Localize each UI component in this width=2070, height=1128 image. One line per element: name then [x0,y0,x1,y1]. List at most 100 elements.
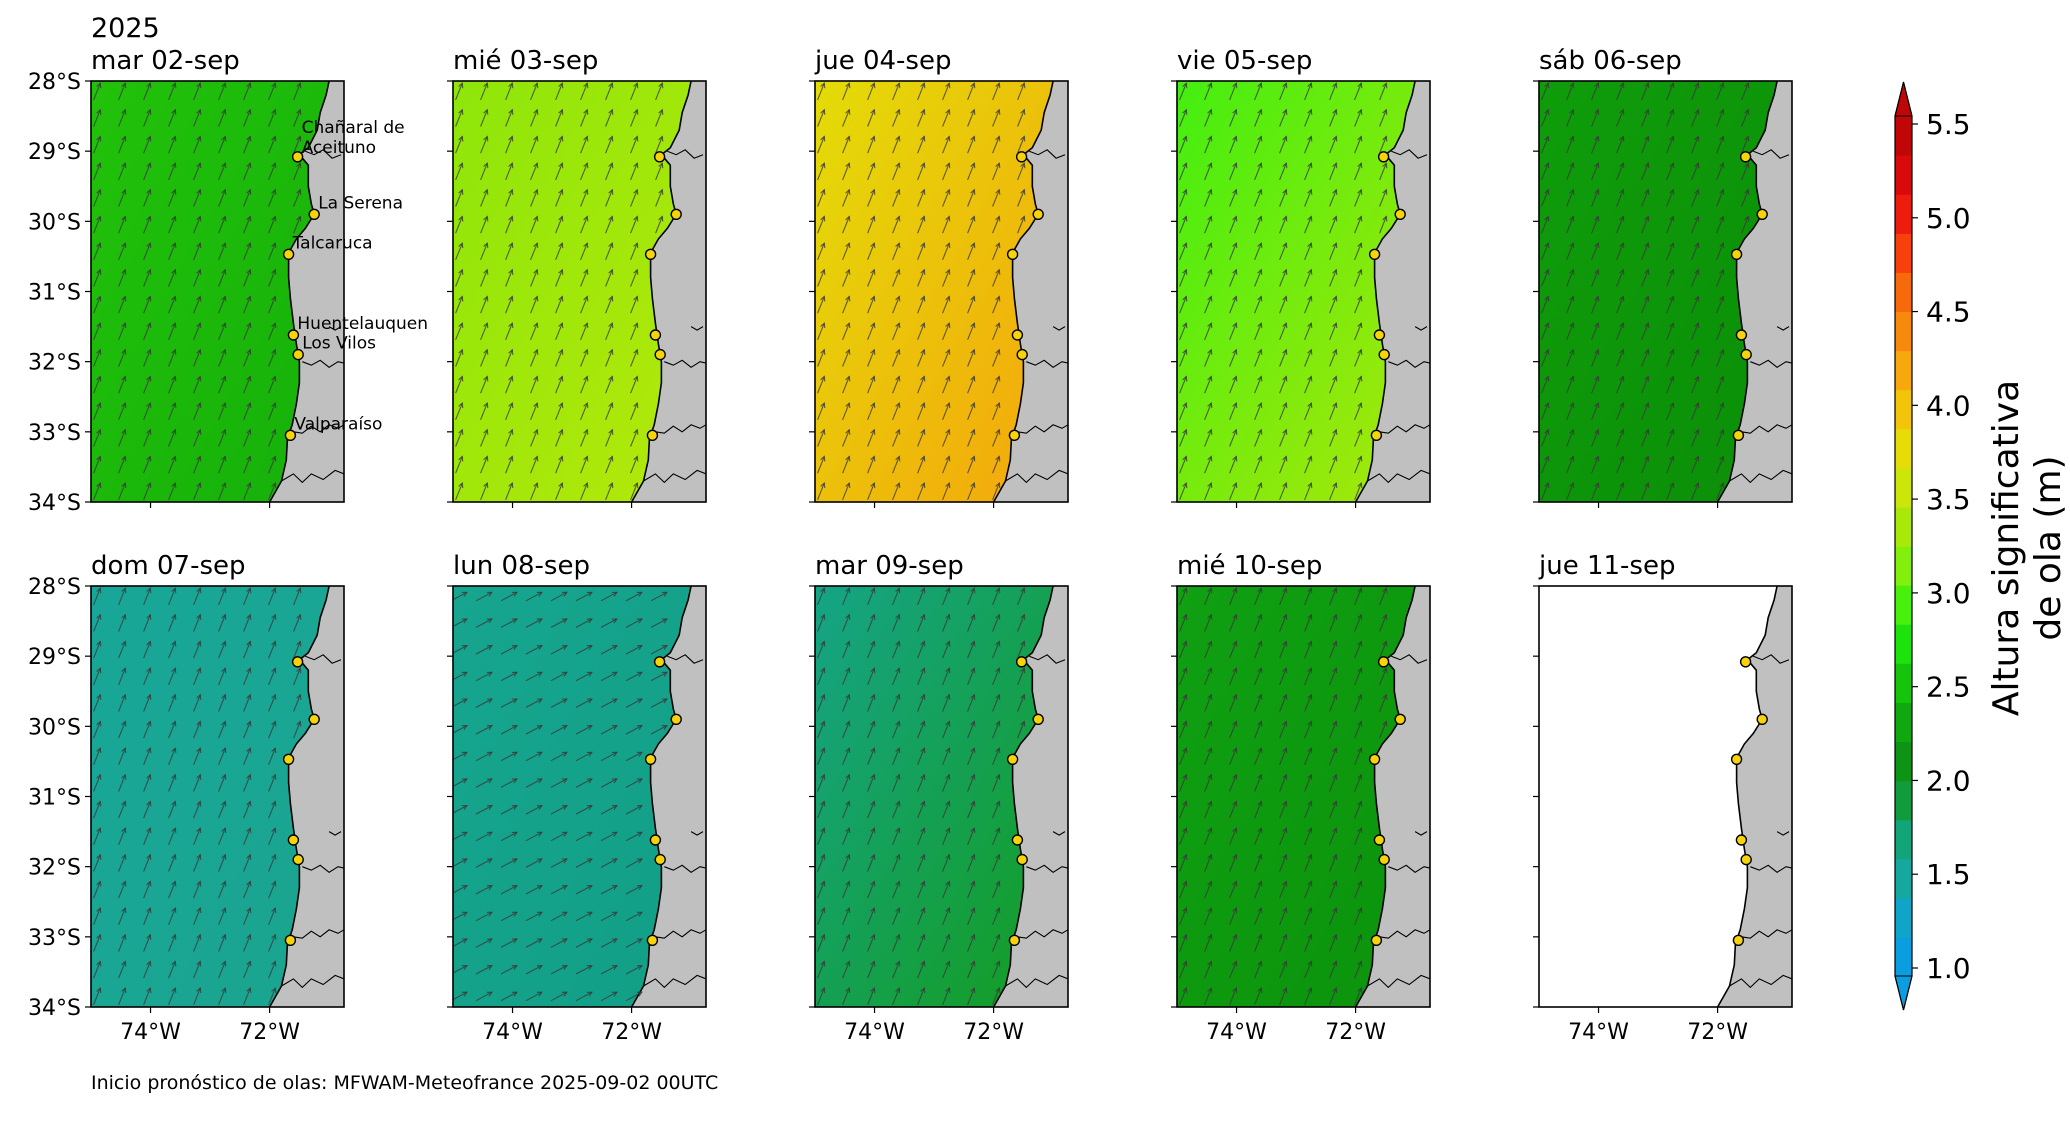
wave-direction-arrow [1179,296,1187,314]
wave-direction-arrow [1254,189,1262,207]
colorbar-segment [1895,116,1912,156]
wave-direction-arrowhead [561,965,568,971]
wave-direction-arrowhead [633,135,639,142]
wave-direction-arrow [243,242,251,261]
wave-direction-arrow [1641,82,1649,101]
wave-direction-arrow [1716,162,1724,181]
wave-direction-arrow [168,667,176,686]
region-border [1052,326,1066,331]
wave-direction-arrowhead [845,853,851,860]
wave-direction-arrow [1741,136,1749,154]
wave-direction-arrowhead [461,645,468,651]
wave-direction-arrowhead [296,587,302,594]
wave-direction-arrowhead [196,667,202,674]
wave-direction-arrow [93,614,101,632]
station-marker [1008,934,1021,946]
wave-direction-arrow [1354,694,1362,712]
wave-direction-arrow [1179,907,1187,926]
wave-direction-arrowhead [633,401,639,409]
wave-direction-arrow [243,774,251,792]
wave-direction-arrow [1716,136,1724,154]
wave-direction-arrowhead [533,322,539,329]
wave-direction-arrowhead [1182,906,1188,914]
wave-direction-arrowhead [636,965,643,971]
wave-direction-arrow [992,402,1000,421]
wave-direction-arrowhead [483,268,489,275]
station-marker [284,934,297,946]
wave-direction-arrowhead [96,827,102,834]
wave-direction-arrowhead [920,295,926,302]
sea-wave-height-field [1177,81,1416,502]
wave-direction-arrowhead [1357,960,1363,967]
station-marker [1008,429,1021,441]
wave-direction-arrow [1304,587,1312,606]
wave-direction-arrowhead [1544,322,1550,329]
wave-direction-arrow [525,698,543,708]
wave-direction-arrowhead [508,242,514,249]
wave-direction-arrow [500,805,518,815]
wave-direction-arrowhead [920,322,926,329]
wave-direction-arrowhead [221,853,227,860]
wave-direction-arrowhead [920,773,926,780]
region-border [1753,149,1790,159]
wave-direction-arrow [942,349,950,367]
wave-direction-arrowhead [920,481,926,489]
wave-direction-arrowhead [271,268,277,275]
wave-direction-arrow [1354,136,1362,154]
wave-direction-arrowhead [536,965,543,971]
wave-direction-arrow [268,641,276,659]
wave-direction-arrow [1641,349,1649,367]
wave-direction-arrow [942,641,950,659]
station-marker [308,713,320,725]
wave-direction-arrowhead [1182,268,1188,275]
wave-direction-arrowhead [96,428,102,435]
wave-direction-arrow [475,885,493,895]
wave-direction-arrow [118,216,126,234]
wave-direction-arrow [143,322,151,341]
wave-direction-arrowhead [511,698,518,704]
wave-direction-arrow [525,858,543,868]
wave-direction-arrow [892,189,900,207]
station-marker [644,248,657,261]
wave-direction-arrowhead [1307,215,1313,222]
station-marker [654,348,666,361]
wave-direction-arrow [817,827,825,846]
sea-wave-height-field [1177,586,1416,1007]
wave-direction-arrowhead [1232,295,1238,302]
wave-direction-arrow [243,136,251,154]
wave-direction-arrow [892,587,900,606]
wave-direction-arrow [505,136,513,154]
wave-direction-arrowhead [995,322,1001,329]
wave-direction-arrowhead [1719,268,1725,275]
wave-direction-arrowhead [271,215,277,222]
wave-direction-arrow [967,456,975,474]
colorbar-tick-label: 1.5 [1926,858,1971,891]
wave-direction-arrow [1304,456,1312,474]
wave-direction-arrow [93,456,101,474]
wave-direction-arrowhead [271,613,277,620]
wave-direction-arrowhead [1619,268,1625,275]
wave-direction-arrow [118,721,126,739]
footer-source-note: Inicio pronóstico de olas: MFWAM-Meteofr… [91,1072,718,1094]
wave-direction-arrow [1179,854,1187,872]
wave-direction-arrow [892,269,900,287]
wave-direction-arrow [1329,827,1337,846]
wave-direction-arrow [530,189,538,207]
wave-direction-arrowhead [920,906,926,914]
wave-direction-arrow [867,854,875,872]
wave-direction-arrow [1616,296,1624,314]
wave-direction-arrow [530,376,538,394]
wave-direction-arrow [1017,109,1025,127]
wave-direction-arrow [455,456,463,474]
wave-direction-arrowhead [845,667,851,674]
station-marker [308,208,320,221]
wave-direction-arrowhead [1332,720,1338,727]
wave-direction-arrow [655,136,663,154]
wave-direction-arrowhead [636,858,643,864]
wave-direction-arrowhead [196,455,202,462]
wave-direction-arrow [575,965,593,975]
wave-direction-arrow [625,645,643,655]
wave-direction-arrow [218,429,226,447]
wave-direction-arrow [118,934,126,952]
wave-direction-arrow [193,961,201,979]
